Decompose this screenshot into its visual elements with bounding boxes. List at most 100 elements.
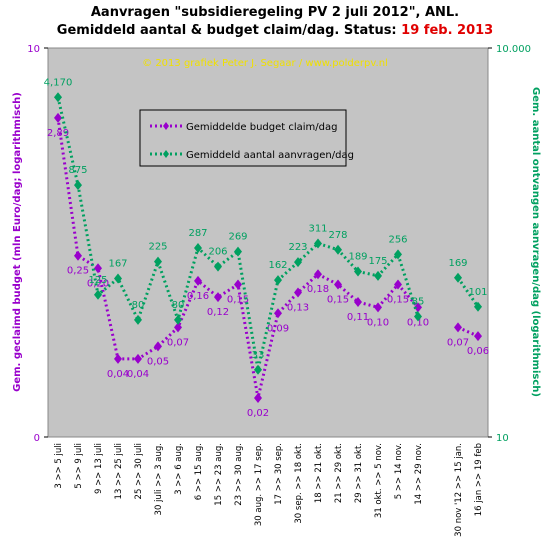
value-label: 33 [252, 350, 265, 361]
value-label: 0,02 [247, 408, 269, 419]
legend [139, 109, 347, 167]
point [214, 261, 222, 272]
point [254, 392, 262, 403]
value-label: 0,06 [467, 346, 489, 357]
value-label: 80 [172, 300, 185, 311]
point [114, 273, 122, 284]
x-tick-label: 3 >> 5 juli [54, 443, 64, 489]
credit: © 2013 grafiek Peter J. Segaar / www.pol… [142, 58, 388, 69]
x-tick-label: 13 >> 25 juli [114, 443, 124, 499]
x-tick-label: 14 >> 29 nov. [414, 443, 424, 505]
chart-subtitle: Gemiddeld aantal & budget claim/dag. Sta… [57, 23, 493, 38]
value-label: 875 [68, 165, 87, 176]
point [374, 302, 382, 313]
x-tick-label: 21 >> 29 okt. [334, 443, 344, 503]
value-label: 256 [388, 234, 407, 245]
x-tick-label: 15 >> 23 aug. [214, 443, 224, 506]
y-axis-label: Gem. geclaimd budget (mln Euro/dag; loga… [12, 92, 23, 392]
value-label: 0,07 [167, 337, 189, 348]
value-label: 0,12 [207, 307, 229, 318]
value-label: 0,18 [307, 284, 329, 295]
x-tick-label: 31 okt. >> 5 nov. [374, 443, 384, 518]
value-label: 0,10 [367, 317, 389, 328]
legend-label: Gemiddelde budget claim/dag [186, 122, 337, 133]
point [254, 364, 262, 375]
value-label: 278 [328, 230, 347, 241]
x-tick-label: 30 nov '12 >> 15 jan. [454, 443, 464, 537]
value-label: 0,10 [407, 317, 429, 328]
point [414, 311, 422, 322]
point [154, 256, 162, 267]
y2-axis-label: Gem. aantal ontvangen aanvragen/dag (log… [530, 87, 541, 397]
point [194, 242, 202, 253]
x-tick-label: 30 sep. >> 18 okt. [294, 443, 304, 524]
value-label: 0,15 [387, 295, 409, 306]
point [374, 270, 382, 281]
subtitle-text: Gemiddeld aantal & budget claim/dag. Sta… [57, 23, 397, 38]
x-tick-label: 5 >> 14 nov. [394, 443, 404, 499]
point [74, 250, 82, 261]
value-label: 0,11 [347, 312, 369, 323]
value-label: 0,04 [127, 369, 149, 380]
x-tick-label: 5 >> 9 juli [74, 443, 84, 489]
point [414, 302, 422, 313]
point [454, 322, 462, 333]
y-tick-label: 10 [27, 44, 40, 55]
value-label: 85 [412, 296, 425, 307]
point [94, 289, 102, 300]
x-tick-label: 30 aug. >> 17 sep. [254, 443, 264, 526]
value-label: 101 [468, 287, 487, 298]
y2-tick-label: 10.000 [496, 44, 531, 55]
value-label: 0,15 [227, 295, 249, 306]
point [314, 238, 322, 249]
point [214, 292, 222, 303]
point [274, 275, 282, 286]
value-label: 225 [148, 242, 167, 253]
point [394, 279, 402, 290]
point [174, 314, 182, 325]
y-tick-label: 0 [34, 433, 40, 444]
value-label: 311 [308, 223, 327, 234]
point [234, 246, 242, 257]
value-label: 206 [208, 247, 227, 258]
x-tick-label: 16 jan >> 19 feb [474, 443, 484, 516]
value-label: 287 [188, 228, 207, 239]
value-label: 175 [368, 256, 387, 267]
value-label: 80 [132, 300, 145, 311]
point [54, 92, 62, 103]
point [454, 272, 462, 283]
point [314, 269, 322, 280]
point [114, 353, 122, 364]
x-tick-label: 30 juli >> 3 aug. [154, 443, 164, 515]
value-label: 162 [268, 260, 287, 271]
point [274, 308, 282, 319]
point [154, 341, 162, 352]
value-label: 169 [448, 258, 467, 269]
value-label: 269 [228, 232, 247, 243]
point [294, 287, 302, 298]
value-label: 0,05 [147, 356, 169, 367]
point [354, 296, 362, 307]
x-tick-label: 9 >> 13 juli [94, 443, 104, 494]
point [94, 263, 102, 274]
x-tick-label: 18 >> 21 okt. [314, 443, 324, 503]
point [294, 257, 302, 268]
value-label: 189 [348, 251, 367, 262]
x-tick-label: 6 >> 15 aug. [194, 443, 204, 500]
point [474, 301, 482, 312]
x-tick-label: 3 >> 6 aug. [174, 443, 184, 495]
value-label: 223 [288, 242, 307, 253]
value-label: 0,20 [87, 278, 109, 289]
value-label: 167 [108, 258, 127, 269]
point [54, 112, 62, 123]
point [234, 279, 242, 290]
value-label: 0,16 [187, 291, 209, 302]
point [174, 322, 182, 333]
point [334, 244, 342, 255]
legend-marker [163, 150, 169, 158]
point [394, 249, 402, 260]
x-tick-label: 23 >> 30 aug. [234, 443, 244, 506]
x-tick-label: 17 >> 30 sep. [274, 443, 284, 505]
status-date: 19 feb. 2013 [401, 23, 493, 38]
